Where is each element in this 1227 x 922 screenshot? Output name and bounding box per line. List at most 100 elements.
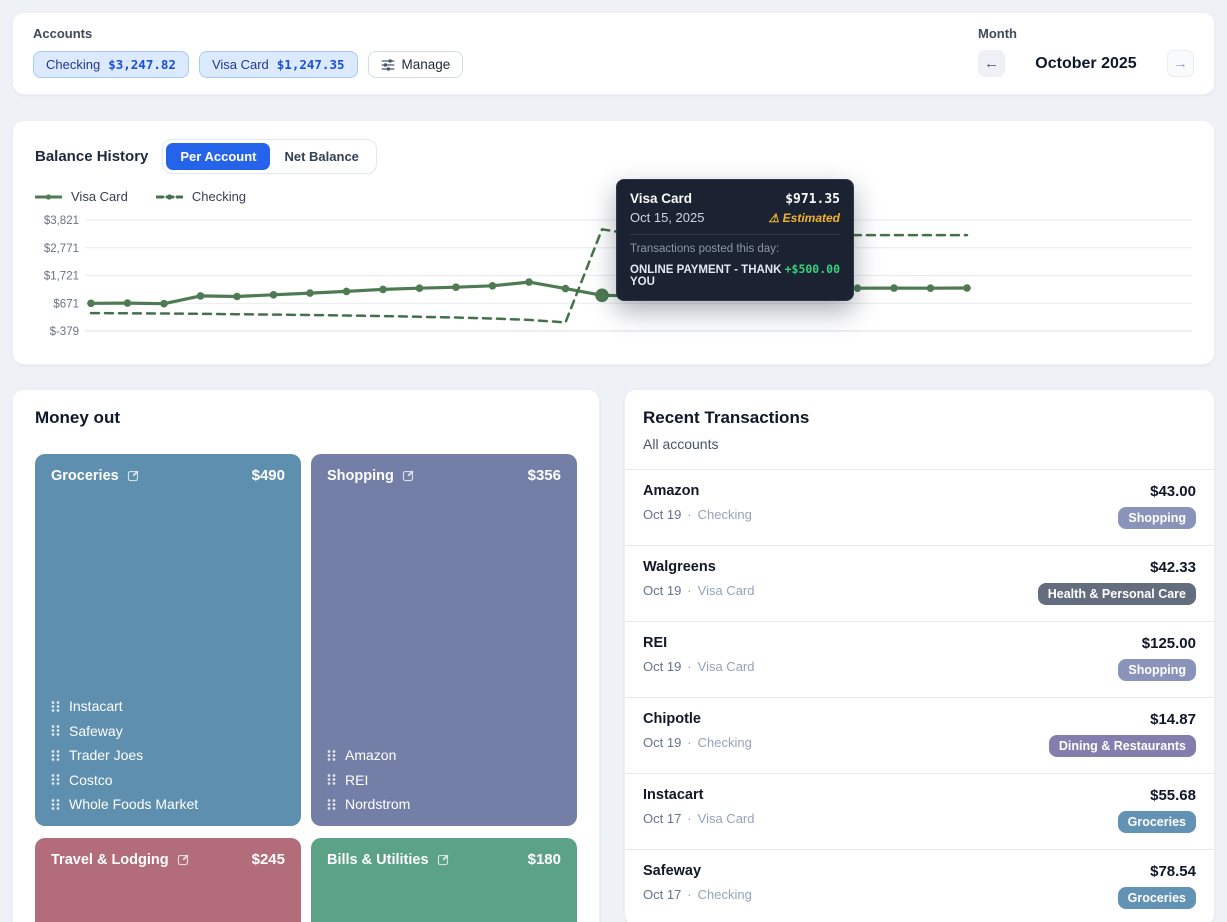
toggle-net-balance[interactable]: Net Balance xyxy=(270,143,372,170)
data-point-visa-card[interactable] xyxy=(379,286,387,294)
data-point-visa-card[interactable] xyxy=(781,286,789,294)
transaction-row-chipotle[interactable]: ChipotleOct 19·Checking$14.87Dining & Re… xyxy=(625,697,1214,773)
merchant-item-amazon[interactable]: Amazon xyxy=(327,747,561,763)
category-grid: Groceries $490InstacartSafewayTrader Joe… xyxy=(35,454,577,922)
data-point-visa-card[interactable] xyxy=(635,292,643,300)
transaction-amount: $42.33 xyxy=(1038,559,1196,576)
accounts-block: Accounts Checking$3,247.82Visa Card$1,24… xyxy=(33,26,463,78)
account-chip-checking[interactable]: Checking$3,247.82 xyxy=(33,51,189,78)
merchant-item-trader-joes[interactable]: Trader Joes xyxy=(51,747,285,763)
merchant-item-safeway[interactable]: Safeway xyxy=(51,723,285,739)
data-point-visa-card[interactable] xyxy=(306,289,314,297)
pencil-square-icon[interactable] xyxy=(177,853,190,866)
transaction-amount: $14.87 xyxy=(1049,711,1196,728)
pencil-square-icon[interactable] xyxy=(437,853,450,866)
transaction-row-instacart[interactable]: InstacartOct 17·Visa Card$55.68Groceries xyxy=(625,773,1214,849)
sliders-icon xyxy=(381,58,395,72)
pencil-square-icon[interactable] xyxy=(127,469,140,482)
previous-month-button[interactable]: ← xyxy=(978,50,1005,77)
merchant-item-nordstrom[interactable]: Nordstrom xyxy=(327,796,561,812)
transaction-amount: $43.00 xyxy=(1118,483,1196,500)
data-point-visa-card[interactable] xyxy=(124,299,132,307)
data-point-visa-card[interactable] xyxy=(671,291,679,299)
category-badge-groceries: Groceries xyxy=(1118,887,1196,909)
data-point-visa-card[interactable] xyxy=(452,283,460,291)
data-point-visa-card[interactable] xyxy=(562,285,570,293)
data-point-visa-card[interactable] xyxy=(233,293,241,301)
pencil-square-icon[interactable] xyxy=(402,469,415,482)
merchant-list: Amazon REI Nordstrom xyxy=(327,739,561,813)
transaction-row-safeway[interactable]: SafewayOct 17·Checking$78.54Groceries xyxy=(625,849,1214,922)
grip-dots-icon[interactable] xyxy=(327,749,336,762)
data-point-visa-card[interactable] xyxy=(963,284,971,292)
data-point-visa-card[interactable] xyxy=(744,288,752,296)
highlighted-data-point[interactable] xyxy=(595,289,609,303)
transaction-row-rei[interactable]: REIOct 19·Visa Card$125.00Shopping xyxy=(625,621,1214,697)
balance-history-card: Balance History Per AccountNet Balance V… xyxy=(12,120,1215,365)
transaction-merchant: Amazon xyxy=(643,483,752,499)
transaction-date: Oct 17 xyxy=(643,887,681,902)
transaction-row-amazon[interactable]: AmazonOct 19·Checking$43.00Shopping xyxy=(625,469,1214,545)
category-card-shopping[interactable]: Shopping $356 Amazon REI Nordstrom xyxy=(311,454,577,826)
category-amount: $490 xyxy=(252,467,285,484)
data-point-visa-card[interactable] xyxy=(817,285,825,293)
merchant-name: REI xyxy=(345,772,368,788)
data-point-visa-card[interactable] xyxy=(270,291,278,299)
legend-item-checking[interactable]: Checking xyxy=(156,189,246,204)
category-card-bills-utilities[interactable]: Bills & Utilities $180 xyxy=(311,838,577,922)
merchant-list: Instacart Safeway Trader Joes Costco Whole F… xyxy=(51,690,285,813)
transaction-meta: Oct 17·Checking xyxy=(643,887,752,902)
grip-dots-icon[interactable] xyxy=(327,798,336,811)
data-point-visa-card[interactable] xyxy=(87,300,95,308)
transaction-date: Oct 17 xyxy=(643,811,681,826)
account-chip-amount: $3,247.82 xyxy=(108,57,176,72)
arrow-right-icon: → xyxy=(1173,55,1188,72)
grip-dots-icon[interactable] xyxy=(51,749,60,762)
data-point-visa-card[interactable] xyxy=(927,284,935,292)
transaction-date: Oct 19 xyxy=(643,583,681,598)
data-point-visa-card[interactable] xyxy=(197,292,205,300)
grip-dots-icon[interactable] xyxy=(51,724,60,737)
transaction-right: $42.33Health & Personal Care xyxy=(1038,559,1196,605)
data-point-visa-card[interactable] xyxy=(525,278,533,286)
transaction-left: REIOct 19·Visa Card xyxy=(643,635,754,674)
data-point-visa-card[interactable] xyxy=(160,300,168,308)
transaction-amount: $55.68 xyxy=(1118,787,1196,804)
transaction-meta: Oct 19·Visa Card xyxy=(643,659,754,674)
grip-dots-icon[interactable] xyxy=(51,798,60,811)
dot-separator: · xyxy=(687,887,691,902)
manage-accounts-button[interactable]: Manage xyxy=(368,51,464,78)
account-chip-visa-card[interactable]: Visa Card$1,247.35 xyxy=(199,51,358,78)
transaction-date: Oct 19 xyxy=(643,507,681,522)
manage-button-label: Manage xyxy=(402,57,451,72)
merchant-item-instacart[interactable]: Instacart xyxy=(51,698,285,714)
legend-label: Checking xyxy=(192,189,246,204)
legend-item-visa-card[interactable]: Visa Card xyxy=(35,189,128,204)
transaction-meta: Oct 17·Visa Card xyxy=(643,811,754,826)
accounts-bar: Accounts Checking$3,247.82Visa Card$1,24… xyxy=(12,12,1215,95)
transaction-right: $78.54Groceries xyxy=(1118,863,1196,909)
merchant-name: Nordstrom xyxy=(345,796,410,812)
balance-chart[interactable]: $3,821$2,771$1,721$671$-379 xyxy=(35,212,1192,342)
merchant-item-whole-foods-market[interactable]: Whole Foods Market xyxy=(51,796,285,812)
merchant-name: Safeway xyxy=(69,723,123,739)
data-point-visa-card[interactable] xyxy=(343,288,351,296)
merchant-item-costco[interactable]: Costco xyxy=(51,772,285,788)
transaction-row-walgreens[interactable]: WalgreensOct 19·Visa Card$42.33Health & … xyxy=(625,545,1214,621)
grip-dots-icon[interactable] xyxy=(327,773,336,786)
merchant-item-rei[interactable]: REI xyxy=(327,772,561,788)
next-month-button[interactable]: → xyxy=(1167,50,1194,77)
category-badge-shopping: Shopping xyxy=(1118,659,1196,681)
category-card-travel-lodging[interactable]: Travel & Lodging $245 xyxy=(35,838,301,922)
category-card-groceries[interactable]: Groceries $490InstacartSafewayTrader Joe… xyxy=(35,454,301,826)
data-point-visa-card[interactable] xyxy=(416,284,424,292)
grip-dots-icon[interactable] xyxy=(51,700,60,713)
merchant-name: Trader Joes xyxy=(69,747,143,763)
category-header: Shopping $356 xyxy=(327,467,561,484)
data-point-visa-card[interactable] xyxy=(890,284,898,292)
data-point-visa-card[interactable] xyxy=(708,289,716,297)
data-point-visa-card[interactable] xyxy=(854,284,862,292)
grip-dots-icon[interactable] xyxy=(51,773,60,786)
data-point-visa-card[interactable] xyxy=(489,282,497,290)
toggle-per-account[interactable]: Per Account xyxy=(166,143,270,170)
